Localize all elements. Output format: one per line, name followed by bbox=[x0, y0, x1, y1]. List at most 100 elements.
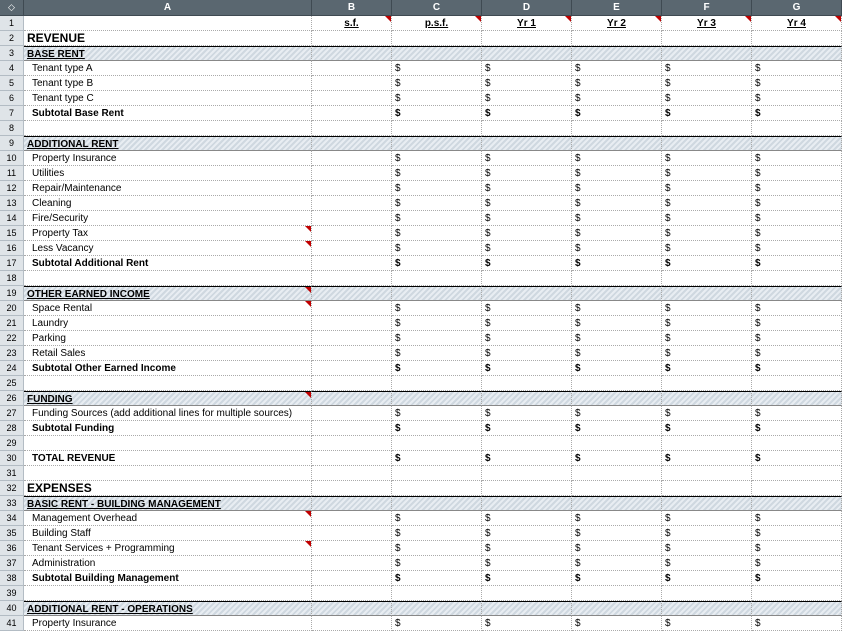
cell-17-A[interactable]: Subtotal Additional Rent bbox=[24, 256, 312, 271]
cell-4-A[interactable]: Tenant type A bbox=[24, 61, 312, 76]
cell-37-A[interactable]: Administration bbox=[24, 556, 312, 571]
cell-16-B[interactable] bbox=[312, 241, 392, 256]
col-header-G[interactable]: G bbox=[752, 0, 842, 16]
cell-15-D[interactable]: $ bbox=[482, 226, 572, 241]
cell-7-E[interactable]: $ bbox=[572, 106, 662, 121]
cell-5-G[interactable]: $ bbox=[752, 76, 842, 91]
cell-38-A[interactable]: Subtotal Building Management bbox=[24, 571, 312, 586]
cell-19-A[interactable]: OTHER EARNED INCOME bbox=[24, 286, 312, 301]
cell-7-C[interactable]: $ bbox=[392, 106, 482, 121]
cell-13-D[interactable]: $ bbox=[482, 196, 572, 211]
cell-27-F[interactable]: $ bbox=[662, 406, 752, 421]
cell-3-A[interactable]: BASE RENT bbox=[24, 46, 312, 61]
cell-3-B[interactable] bbox=[312, 46, 392, 61]
cell-26-G[interactable] bbox=[752, 391, 842, 406]
row-header-17[interactable]: 17 bbox=[0, 256, 24, 271]
cell-32-G[interactable] bbox=[752, 481, 842, 496]
cell-30-B[interactable] bbox=[312, 451, 392, 466]
cell-24-E[interactable]: $ bbox=[572, 361, 662, 376]
cell-10-C[interactable]: $ bbox=[392, 151, 482, 166]
cell-32-B[interactable] bbox=[312, 481, 392, 496]
header-cell-D[interactable]: Yr 1 bbox=[482, 16, 572, 31]
cell-28-G[interactable]: $ bbox=[752, 421, 842, 436]
cell-28-F[interactable]: $ bbox=[662, 421, 752, 436]
cell-25-C[interactable] bbox=[392, 376, 482, 391]
col-header-E[interactable]: E bbox=[572, 0, 662, 16]
cell-26-F[interactable] bbox=[662, 391, 752, 406]
cell-38-G[interactable]: $ bbox=[752, 571, 842, 586]
cell-35-A[interactable]: Building Staff bbox=[24, 526, 312, 541]
cell-36-E[interactable]: $ bbox=[572, 541, 662, 556]
cell-10-B[interactable] bbox=[312, 151, 392, 166]
cell-37-F[interactable]: $ bbox=[662, 556, 752, 571]
cell-14-E[interactable]: $ bbox=[572, 211, 662, 226]
cell-8-B[interactable] bbox=[312, 121, 392, 136]
cell-32-E[interactable] bbox=[572, 481, 662, 496]
cell-22-E[interactable]: $ bbox=[572, 331, 662, 346]
cell-11-A[interactable]: Utilities bbox=[24, 166, 312, 181]
cell-4-E[interactable]: $ bbox=[572, 61, 662, 76]
row-header-35[interactable]: 35 bbox=[0, 526, 24, 541]
cell-22-B[interactable] bbox=[312, 331, 392, 346]
cell-6-F[interactable]: $ bbox=[662, 91, 752, 106]
cell-19-B[interactable] bbox=[312, 286, 392, 301]
cell-13-B[interactable] bbox=[312, 196, 392, 211]
cell-15-C[interactable]: $ bbox=[392, 226, 482, 241]
cell-34-C[interactable]: $ bbox=[392, 511, 482, 526]
cell-21-B[interactable] bbox=[312, 316, 392, 331]
cell-23-E[interactable]: $ bbox=[572, 346, 662, 361]
cell-24-A[interactable]: Subtotal Other Earned Income bbox=[24, 361, 312, 376]
row-header-20[interactable]: 20 bbox=[0, 301, 24, 316]
row-header-13[interactable]: 13 bbox=[0, 196, 24, 211]
cell-5-E[interactable]: $ bbox=[572, 76, 662, 91]
cell-32-A[interactable]: EXPENSES bbox=[24, 481, 312, 496]
cell-30-E[interactable]: $ bbox=[572, 451, 662, 466]
cell-34-B[interactable] bbox=[312, 511, 392, 526]
cell-2-E[interactable] bbox=[572, 31, 662, 46]
cell-41-A[interactable]: Property Insurance bbox=[24, 616, 312, 631]
col-header-C[interactable]: C bbox=[392, 0, 482, 16]
cell-5-B[interactable] bbox=[312, 76, 392, 91]
cell-31-B[interactable] bbox=[312, 466, 392, 481]
cell-16-G[interactable]: $ bbox=[752, 241, 842, 256]
cell-38-E[interactable]: $ bbox=[572, 571, 662, 586]
cell-20-G[interactable]: $ bbox=[752, 301, 842, 316]
cell-12-E[interactable]: $ bbox=[572, 181, 662, 196]
cell-3-C[interactable] bbox=[392, 46, 482, 61]
cell-12-C[interactable]: $ bbox=[392, 181, 482, 196]
cell-12-B[interactable] bbox=[312, 181, 392, 196]
cell-39-A[interactable] bbox=[24, 586, 312, 601]
col-header-B[interactable]: B bbox=[312, 0, 392, 16]
cell-30-C[interactable]: $ bbox=[392, 451, 482, 466]
cell-39-G[interactable] bbox=[752, 586, 842, 601]
cell-26-E[interactable] bbox=[572, 391, 662, 406]
header-cell-G[interactable]: Yr 4 bbox=[752, 16, 842, 31]
cell-33-A[interactable]: BASIC RENT - BUILDING MANAGEMENT bbox=[24, 496, 312, 511]
cell-18-B[interactable] bbox=[312, 271, 392, 286]
cell-8-E[interactable] bbox=[572, 121, 662, 136]
cell-21-F[interactable]: $ bbox=[662, 316, 752, 331]
row-header-12[interactable]: 12 bbox=[0, 181, 24, 196]
cell-30-F[interactable]: $ bbox=[662, 451, 752, 466]
cell-18-A[interactable] bbox=[24, 271, 312, 286]
row-header-29[interactable]: 29 bbox=[0, 436, 24, 451]
cell-32-D[interactable] bbox=[482, 481, 572, 496]
cell-17-C[interactable]: $ bbox=[392, 256, 482, 271]
cell-9-A[interactable]: ADDITIONAL RENT bbox=[24, 136, 312, 151]
cell-33-G[interactable] bbox=[752, 496, 842, 511]
cell-37-G[interactable]: $ bbox=[752, 556, 842, 571]
cell-19-D[interactable] bbox=[482, 286, 572, 301]
row-header-30[interactable]: 30 bbox=[0, 451, 24, 466]
cell-37-B[interactable] bbox=[312, 556, 392, 571]
row-header-27[interactable]: 27 bbox=[0, 406, 24, 421]
cell-29-C[interactable] bbox=[392, 436, 482, 451]
cell-2-C[interactable] bbox=[392, 31, 482, 46]
cell-36-F[interactable]: $ bbox=[662, 541, 752, 556]
cell-31-A[interactable] bbox=[24, 466, 312, 481]
cell-15-A[interactable]: Property Tax bbox=[24, 226, 312, 241]
cell-11-C[interactable]: $ bbox=[392, 166, 482, 181]
cell-18-F[interactable] bbox=[662, 271, 752, 286]
cell-16-A[interactable]: Less Vacancy bbox=[24, 241, 312, 256]
cell-40-E[interactable] bbox=[572, 601, 662, 616]
cell-20-D[interactable]: $ bbox=[482, 301, 572, 316]
